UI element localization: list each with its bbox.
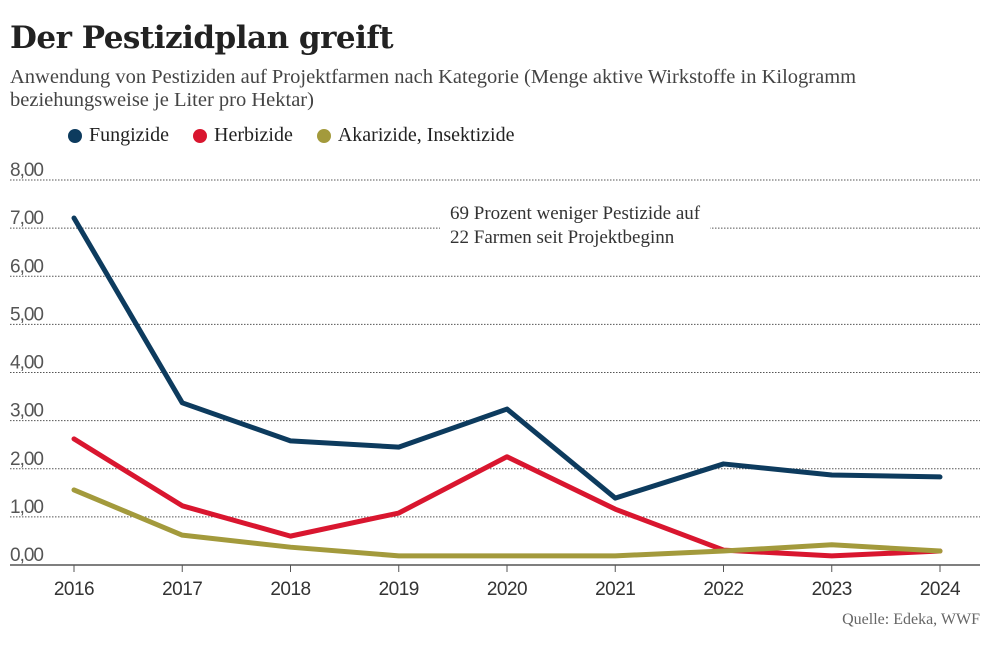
annotation-line: 69 Prozent weniger Pestizide auf bbox=[450, 203, 701, 224]
annotation-line: 22 Farmen seit Projektbeginn bbox=[450, 227, 675, 248]
chart-subtitle: Anwendung von Pestiziden auf Projektfarm… bbox=[10, 66, 857, 111]
legend-item-fungizide: Fungizide bbox=[68, 124, 169, 147]
y-tick-label: 7,00 bbox=[10, 208, 43, 229]
y-tick-label: 5,00 bbox=[10, 304, 43, 325]
y-tick-label: 4,00 bbox=[10, 353, 43, 374]
chart-title: Der Pestizidplan greift bbox=[10, 20, 394, 56]
x-tick-label: 2016 bbox=[54, 579, 94, 600]
y-tick-label: 8,00 bbox=[10, 160, 43, 181]
legend-label: Fungizide bbox=[89, 124, 169, 146]
annotation: 69 Prozent weniger Pestizide auf 22 Farm… bbox=[440, 202, 711, 250]
legend-label: Herbizide bbox=[214, 124, 293, 146]
x-tick-label: 2022 bbox=[703, 579, 743, 600]
x-tick-label: 2017 bbox=[162, 579, 202, 600]
legend-item-akarizide: Akarizide, Insektizide bbox=[316, 124, 515, 147]
y-tick-label: 2,00 bbox=[10, 449, 43, 470]
x-tick-label: 2024 bbox=[920, 579, 961, 600]
legend-marker bbox=[193, 128, 207, 143]
y-tick-label: 6,00 bbox=[10, 256, 43, 277]
source-note: Quelle: Edeka, WWF bbox=[842, 611, 980, 628]
y-tick-label: 1,00 bbox=[10, 497, 43, 518]
x-tick-label: 2018 bbox=[270, 579, 310, 600]
x-tick-label: 2020 bbox=[487, 579, 527, 600]
legend: Fungizide Herbizide Akarizide, Insektizi… bbox=[68, 124, 514, 147]
x-tick-label: 2021 bbox=[595, 579, 635, 600]
legend-marker bbox=[68, 128, 82, 143]
y-tick-label: 0,00 bbox=[10, 545, 43, 566]
series-line-akarizide-insektizide bbox=[71, 487, 943, 559]
x-tick-label: 2023 bbox=[812, 579, 852, 600]
series-line-fungizide bbox=[71, 215, 943, 501]
legend-label: Akarizide, Insektizide bbox=[337, 124, 515, 146]
series-line-herbizide bbox=[71, 436, 943, 559]
x-tick-label: 2019 bbox=[379, 579, 419, 600]
y-tick-label: 3,00 bbox=[10, 401, 43, 422]
legend-item-herbizide: Herbizide bbox=[193, 124, 293, 147]
legend-marker bbox=[316, 128, 331, 143]
